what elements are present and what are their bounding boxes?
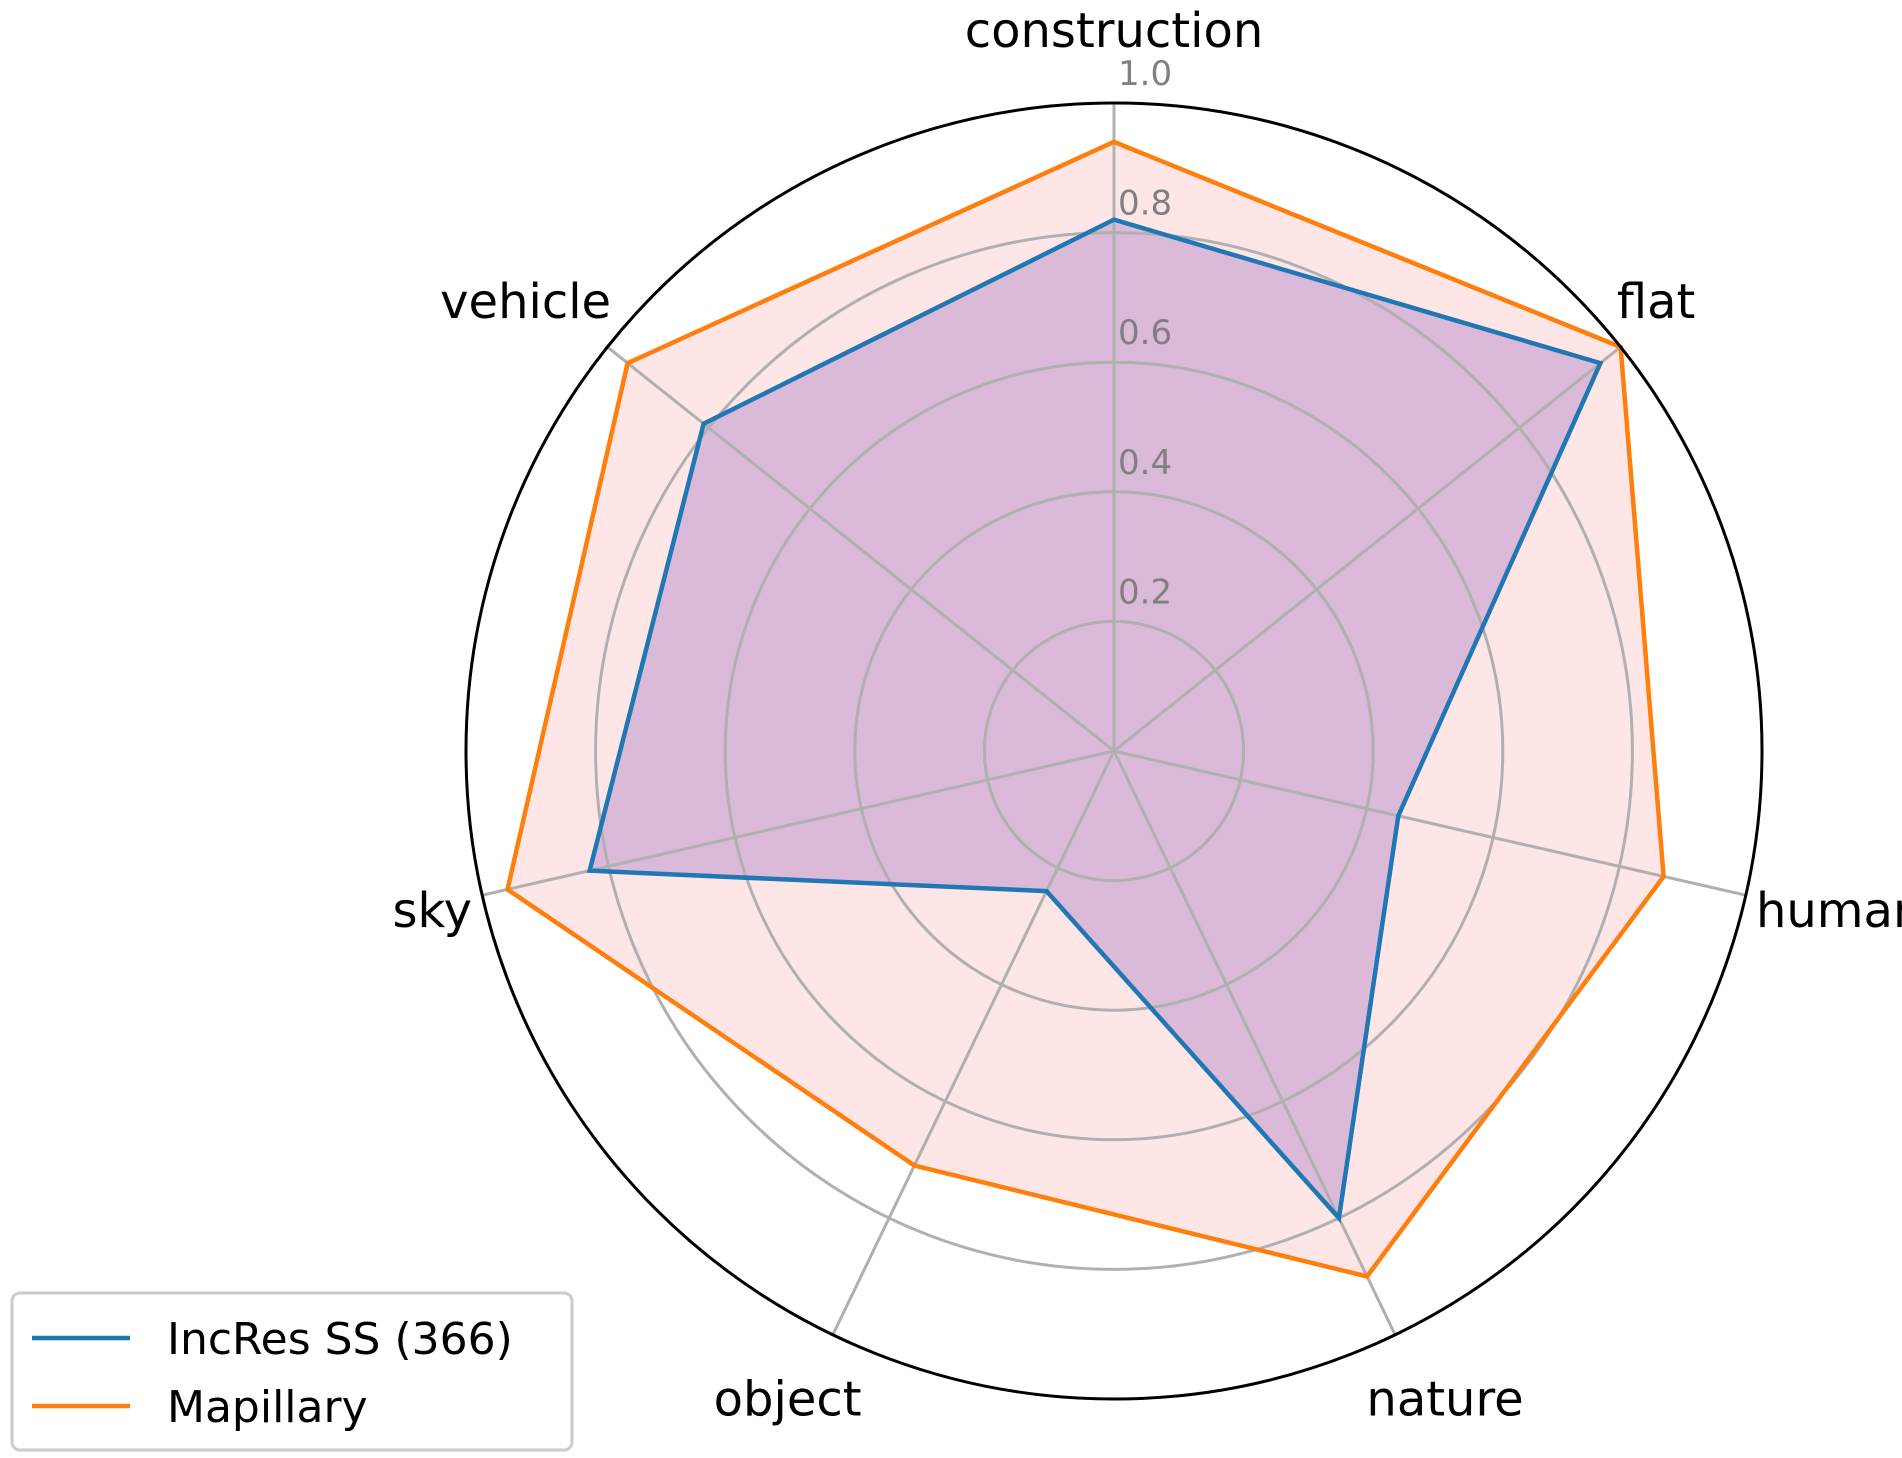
category-label-nature: nature <box>1366 1372 1523 1428</box>
series-line <box>504 139 1666 1279</box>
axis-spoke <box>831 750 1116 1336</box>
r-tick-label: 0.6 <box>1118 313 1172 353</box>
axis-spoke <box>606 345 1115 753</box>
radial-tick-labels: 0.2 0.4 0.6 0.8 1.0 <box>1118 54 1172 612</box>
r-tick-label: 0.4 <box>1118 443 1172 483</box>
r-tick-label: 0.2 <box>1118 572 1172 612</box>
series-fill <box>589 219 1601 1219</box>
category-label-flat: flat <box>1617 274 1695 330</box>
category-label-object: object <box>714 1372 862 1428</box>
axis-spoke <box>1113 345 1622 753</box>
category-label-construction: construction <box>965 3 1264 59</box>
series-line <box>586 217 1604 1224</box>
axis-spoke <box>1113 749 1747 897</box>
series-fill <box>507 141 1664 1277</box>
axis-spoke <box>1112 750 1397 1336</box>
axis-spokes <box>481 103 1747 1336</box>
legend-entry: Mapillary <box>167 1382 368 1433</box>
legend-box <box>10 1291 574 1452</box>
r-tick-label: 0.8 <box>1118 184 1172 224</box>
category-label-vehicle: vehicle <box>440 274 611 330</box>
legend: IncRes SS (366) Mapillary <box>10 1291 574 1452</box>
category-label-sky: sky <box>393 883 473 939</box>
outer-frame <box>464 101 1764 1401</box>
series-lines <box>504 139 1666 1279</box>
r-tick-label: 1.0 <box>1118 54 1172 94</box>
legend-entry: IncRes SS (366) <box>167 1314 513 1365</box>
series-fills <box>507 141 1664 1277</box>
